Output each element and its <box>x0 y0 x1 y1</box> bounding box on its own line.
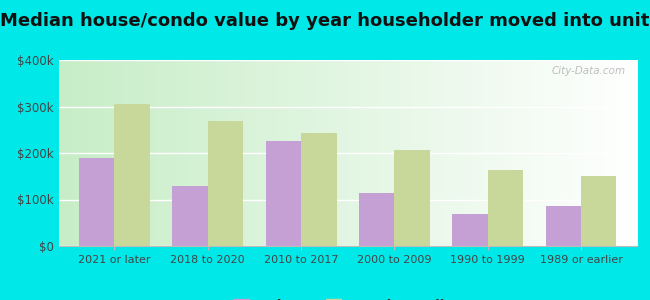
Bar <box>114 104 150 246</box>
Text: City-Data.com: City-Data.com <box>551 66 625 76</box>
Bar <box>581 176 616 246</box>
Bar <box>79 158 114 246</box>
Bar <box>395 150 430 246</box>
Bar <box>545 206 581 246</box>
Bar <box>266 141 301 246</box>
Bar <box>172 185 208 246</box>
Bar <box>359 193 395 246</box>
Bar <box>208 122 243 246</box>
Text: Median house/condo value by year householder moved into unit: Median house/condo value by year househo… <box>0 12 650 30</box>
Bar <box>301 134 337 246</box>
Legend: Pelzer, South Carolina: Pelzer, South Carolina <box>227 293 468 300</box>
Bar <box>488 170 523 246</box>
Bar <box>452 214 488 246</box>
